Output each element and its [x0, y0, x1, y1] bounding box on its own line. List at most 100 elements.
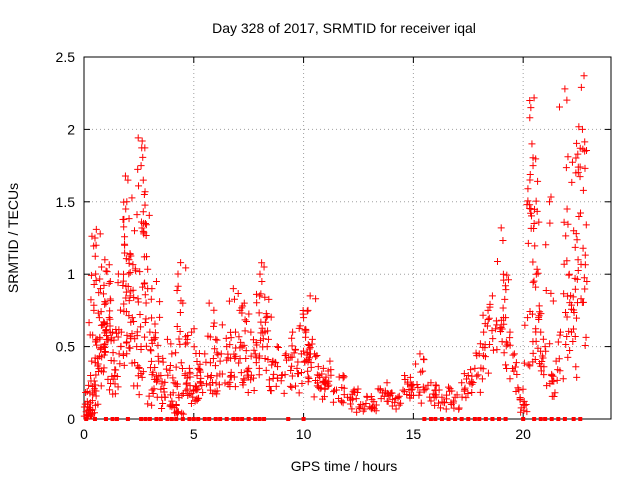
data-point — [580, 274, 588, 282]
data-point — [573, 373, 581, 381]
data-point — [226, 373, 234, 381]
data-point — [138, 137, 146, 145]
data-point — [92, 371, 100, 379]
data-point — [227, 372, 235, 380]
data-point — [582, 333, 590, 341]
plot-frame — [83, 56, 612, 420]
data-point — [125, 344, 133, 352]
data-point — [244, 388, 252, 396]
data-point — [106, 307, 114, 315]
data-point — [258, 277, 266, 285]
data-point — [556, 328, 564, 336]
data-point — [484, 369, 492, 377]
data-point — [126, 250, 134, 258]
data-point — [339, 374, 347, 382]
data-point — [372, 407, 380, 415]
zero-point — [207, 417, 212, 421]
data-point — [226, 341, 234, 349]
data-point — [479, 311, 487, 319]
data-point — [500, 320, 508, 328]
data-point — [181, 340, 189, 348]
zero-point — [180, 417, 185, 421]
data-point — [546, 198, 554, 206]
data-point — [305, 345, 313, 353]
data-point — [577, 295, 585, 303]
data-point — [394, 394, 402, 402]
data-point — [582, 221, 590, 229]
data-point — [173, 287, 181, 295]
data-point — [242, 354, 250, 362]
data-point — [468, 388, 476, 396]
data-point — [577, 209, 585, 217]
data-point — [105, 261, 113, 269]
data-point — [100, 281, 108, 289]
data-point — [513, 371, 521, 379]
data-point — [406, 391, 414, 399]
data-point — [272, 382, 280, 390]
data-point — [92, 270, 100, 278]
data-point — [420, 386, 428, 394]
zero-point — [147, 417, 152, 421]
data-point — [528, 140, 536, 148]
data-point — [529, 349, 537, 357]
data-point — [160, 388, 168, 396]
data-point — [114, 279, 122, 287]
data-point — [529, 162, 537, 170]
zero-point — [114, 417, 119, 421]
data-point — [141, 291, 149, 299]
y-tick-label: 1 — [67, 266, 75, 282]
data-point — [573, 139, 581, 147]
data-point — [256, 352, 264, 360]
data-point — [304, 367, 312, 375]
data-point — [388, 389, 396, 397]
data-point — [523, 408, 531, 416]
data-point — [237, 369, 245, 377]
data-point — [204, 372, 212, 380]
data-point — [564, 292, 572, 300]
data-point — [301, 326, 309, 334]
data-point — [128, 314, 136, 322]
data-point — [97, 382, 105, 390]
data-point — [563, 96, 571, 104]
data-point — [151, 329, 159, 337]
data-point — [152, 277, 160, 285]
data-point — [499, 236, 507, 244]
data-point — [215, 381, 223, 389]
data-point — [526, 307, 534, 315]
data-point — [541, 343, 549, 351]
data-point — [100, 341, 108, 349]
data-point — [466, 379, 474, 387]
data-point — [572, 230, 580, 238]
data-point — [506, 328, 514, 336]
data-point — [524, 314, 532, 322]
zero-point — [224, 417, 229, 421]
data-point — [128, 194, 136, 202]
data-point — [100, 364, 108, 372]
data-point — [478, 375, 486, 383]
data-point — [122, 255, 130, 263]
data-point — [447, 399, 455, 407]
data-point — [467, 366, 475, 374]
data-point — [224, 380, 232, 388]
data-point — [235, 359, 243, 367]
data-point — [577, 83, 585, 91]
data-point — [581, 341, 589, 349]
data-point — [258, 259, 266, 267]
data-point — [533, 265, 541, 273]
data-point — [363, 392, 371, 400]
zero-point — [240, 417, 245, 421]
data-point — [516, 396, 524, 404]
data-point — [306, 344, 314, 352]
data-point — [501, 295, 509, 303]
data-point — [483, 322, 491, 330]
data-point — [212, 335, 220, 343]
data-point — [142, 342, 150, 350]
data-point — [168, 350, 176, 358]
data-point — [575, 212, 583, 220]
data-point — [122, 308, 130, 316]
data-point — [187, 399, 195, 407]
zero-point — [549, 417, 554, 421]
y-axis-label: SRMTID / TECUs — [5, 183, 21, 293]
zero-point — [125, 417, 130, 421]
data-point — [253, 341, 261, 349]
